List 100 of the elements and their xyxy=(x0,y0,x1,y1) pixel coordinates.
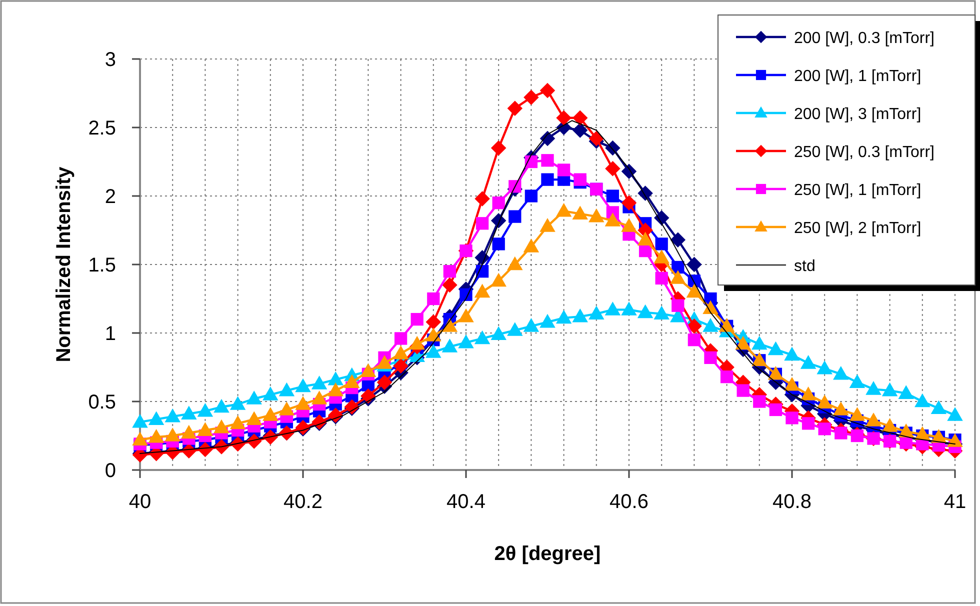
legend-label: 250 [W], 1 [mTorr] xyxy=(794,182,922,199)
y-tick-label: 3 xyxy=(104,49,116,71)
point xyxy=(491,327,506,340)
legend-label: 200 [W], 1 [mTorr] xyxy=(794,68,922,85)
x-tick-label: 40.4 xyxy=(446,491,486,513)
point xyxy=(394,346,408,360)
point xyxy=(589,209,604,222)
point xyxy=(508,210,522,223)
point xyxy=(605,161,620,176)
point xyxy=(524,239,538,252)
point xyxy=(589,306,604,320)
point xyxy=(768,342,783,356)
point xyxy=(214,400,229,413)
point xyxy=(834,366,848,380)
point xyxy=(394,332,408,345)
point xyxy=(948,408,962,421)
point xyxy=(686,318,702,334)
point xyxy=(524,90,538,105)
point xyxy=(263,408,278,421)
point xyxy=(344,375,360,388)
point xyxy=(574,173,586,186)
point xyxy=(296,396,310,410)
x-tick-label: 40.2 xyxy=(284,491,322,513)
point xyxy=(427,292,440,306)
point xyxy=(784,348,800,361)
point xyxy=(898,424,914,438)
y-tick-label: 0 xyxy=(104,460,116,482)
point xyxy=(198,422,212,436)
legend-label: 250 [W], 2 [mTorr] xyxy=(794,220,922,237)
point xyxy=(720,370,734,384)
point xyxy=(524,318,538,332)
point xyxy=(786,412,798,424)
point xyxy=(622,196,636,210)
point xyxy=(752,336,767,350)
y-tick-label: 2.5 xyxy=(88,118,116,140)
point xyxy=(688,334,701,346)
point xyxy=(246,412,262,425)
point xyxy=(426,314,441,330)
point xyxy=(556,204,572,217)
point xyxy=(638,232,653,246)
point xyxy=(491,274,506,287)
x-tick-label: 40 xyxy=(128,491,152,513)
point xyxy=(672,299,684,312)
point xyxy=(279,383,294,396)
point xyxy=(850,429,864,442)
point xyxy=(410,336,424,350)
point xyxy=(492,238,505,250)
point xyxy=(834,426,848,440)
point xyxy=(801,356,816,369)
point xyxy=(328,383,343,396)
point xyxy=(540,218,555,232)
point xyxy=(769,403,782,416)
point xyxy=(736,384,750,397)
point xyxy=(850,375,864,388)
x-tick-label: 40.6 xyxy=(610,491,648,513)
point xyxy=(524,190,538,202)
point xyxy=(182,426,196,439)
point xyxy=(654,306,669,320)
point xyxy=(605,213,620,226)
point xyxy=(900,436,912,449)
point xyxy=(442,278,457,292)
point xyxy=(458,309,474,322)
point xyxy=(670,232,686,248)
point xyxy=(508,322,522,336)
point xyxy=(801,387,816,400)
point xyxy=(182,406,196,420)
point xyxy=(458,335,474,348)
point xyxy=(882,383,898,396)
point xyxy=(394,358,408,374)
point xyxy=(476,265,489,278)
point xyxy=(165,428,180,442)
point xyxy=(915,394,930,408)
point xyxy=(312,391,327,404)
point xyxy=(703,318,718,332)
point xyxy=(784,378,800,391)
point xyxy=(263,387,278,400)
point xyxy=(540,314,555,328)
y-tick-label: 0.5 xyxy=(88,392,116,414)
point xyxy=(556,110,572,126)
point xyxy=(426,344,441,358)
x-tick-label: 41 xyxy=(944,491,966,513)
point xyxy=(214,420,229,434)
x-axis-title: 2θ [degree] xyxy=(494,543,601,565)
point xyxy=(606,190,620,202)
point xyxy=(491,140,506,156)
point xyxy=(475,331,490,344)
point xyxy=(524,155,538,168)
y-tick-label: 1 xyxy=(104,323,116,345)
point xyxy=(377,375,392,390)
point xyxy=(410,312,424,326)
y-axis-title: Normalized Intensity xyxy=(53,166,75,362)
point xyxy=(312,376,327,390)
point xyxy=(850,408,864,421)
point xyxy=(296,379,310,392)
point xyxy=(246,391,262,404)
point xyxy=(165,409,180,422)
point xyxy=(931,401,946,414)
point xyxy=(556,310,572,324)
point xyxy=(508,101,522,116)
point xyxy=(817,361,832,374)
